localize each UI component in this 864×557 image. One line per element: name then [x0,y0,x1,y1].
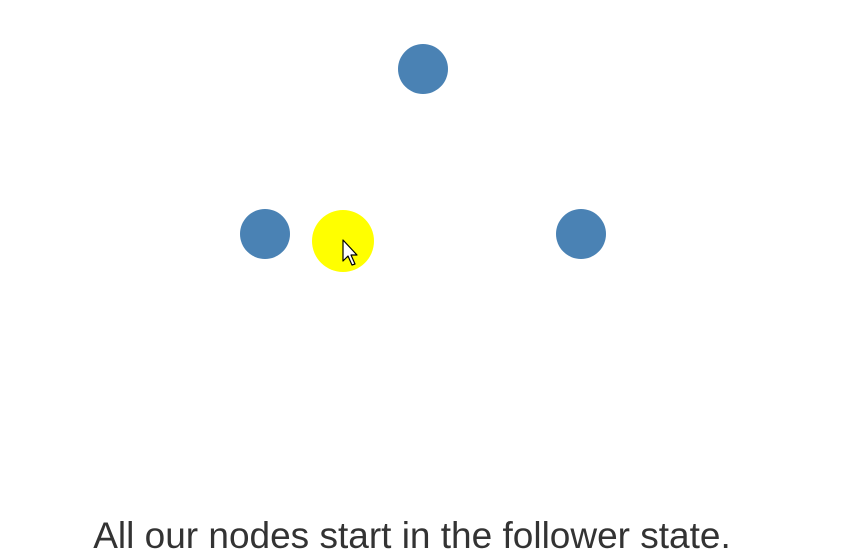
node-right[interactable] [556,209,606,259]
node-left[interactable] [240,209,290,259]
node-top[interactable] [398,44,448,94]
mouse-pointer-icon [342,239,358,266]
caption-text: All our nodes start in the follower stat… [93,515,731,556]
